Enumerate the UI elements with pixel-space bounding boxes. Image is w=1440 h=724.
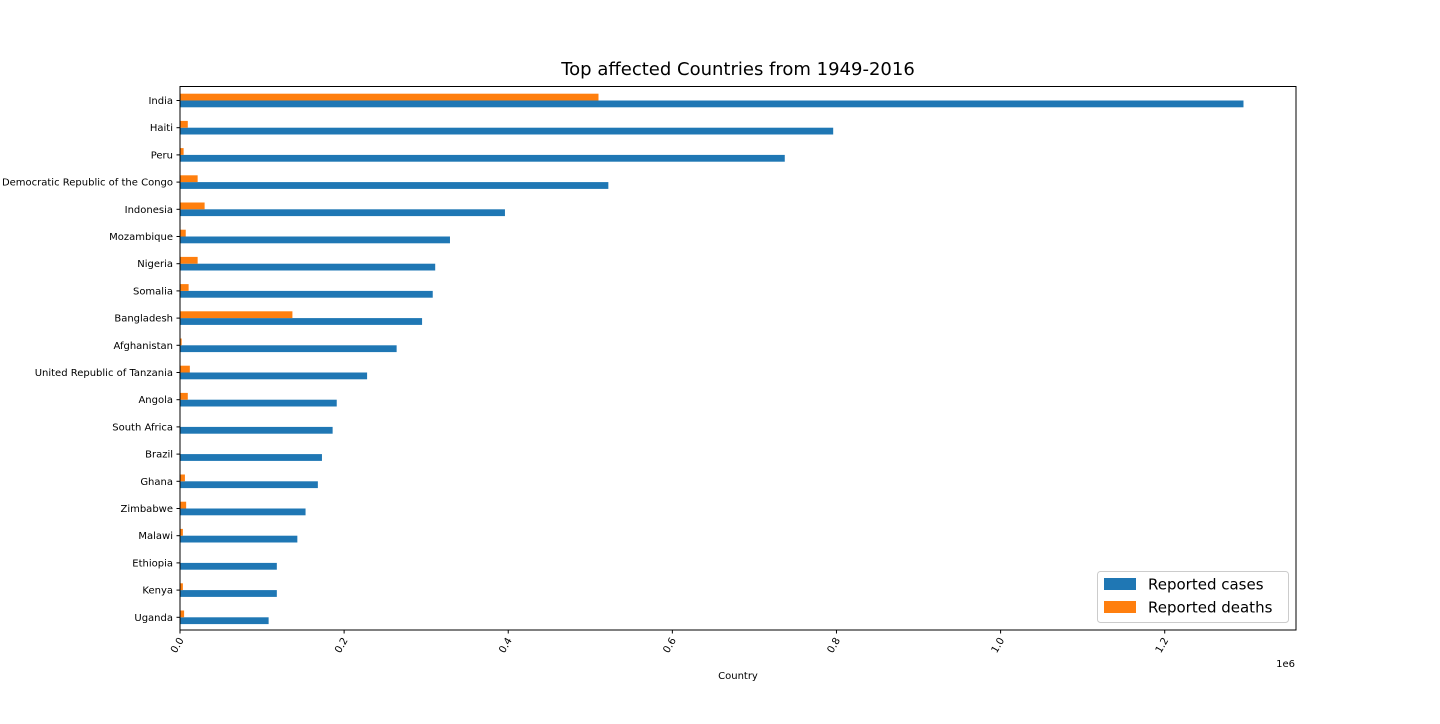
bar-reported-cases [180, 509, 306, 516]
bar-reported-cases [180, 264, 435, 271]
legend-swatch [1104, 578, 1136, 590]
x-tick-label: 0.8 [826, 636, 843, 655]
y-tick-label: United Republic of Tanzania [35, 368, 173, 379]
y-tick-label: Ethiopia [132, 558, 173, 569]
bar-reported-deaths [180, 175, 198, 182]
y-tick-label: Mozambique [109, 232, 173, 243]
y-tick-label: Ghana [140, 477, 173, 488]
bar-reported-cases [180, 237, 450, 244]
x-tick-label: 1.0 [990, 636, 1007, 655]
bar-reported-deaths [180, 475, 185, 482]
bar-reported-cases [180, 617, 269, 624]
y-tick-label: Bangladesh [114, 314, 173, 325]
x-tick-label: 1.2 [1154, 636, 1171, 655]
bar-reported-cases [180, 318, 422, 325]
bar-reported-deaths [180, 121, 188, 128]
bar-reported-cases [180, 101, 1243, 108]
x-tick-label: 0.0 [169, 636, 186, 655]
bar-reported-deaths [180, 311, 292, 318]
y-tick-label: Zimbabwe [120, 504, 173, 515]
y-tick-label: Brazil [145, 450, 173, 461]
bar-reported-cases [180, 182, 608, 189]
bar-reported-cases [180, 454, 322, 461]
legend-label: Reported cases [1148, 576, 1264, 594]
chart-title: Top affected Countries from 1949-2016 [560, 59, 915, 80]
y-tick-label: Democratic Republic of the Congo [2, 178, 173, 189]
y-axis: India Haiti Peru Democratic Republic of the… [2, 96, 180, 624]
plot-frame [180, 87, 1296, 631]
y-tick-label: Angola [138, 395, 173, 406]
bar-reported-deaths [180, 203, 205, 210]
bar-reported-cases [180, 563, 277, 570]
bar-reported-cases [180, 373, 367, 380]
legend-swatch [1104, 601, 1136, 613]
bar-reported-cases [180, 209, 505, 216]
bar-reported-cases [180, 345, 397, 352]
bar-reported-deaths [180, 366, 190, 373]
bar-reported-deaths [180, 148, 184, 155]
x-tick-label: 0.6 [661, 636, 678, 655]
y-tick-label: South Africa [112, 422, 173, 433]
x-axis: 0.0 0.2 0.4 0.6 0.8 1.0 1.2 [169, 630, 1171, 655]
bar-reported-deaths [180, 284, 189, 291]
y-tick-label: Nigeria [137, 259, 173, 270]
y-tick-label: India [148, 96, 173, 107]
bar-reported-cases [180, 590, 277, 597]
bar-reported-cases [180, 481, 318, 488]
bar-reported-cases [180, 155, 785, 162]
bar-reported-deaths [180, 94, 599, 101]
y-tick-label: Uganda [134, 613, 173, 624]
x-axis-scale-label: 1e6 [1276, 659, 1295, 670]
bar-reported-cases [180, 427, 333, 434]
x-tick-label: 0.4 [497, 636, 514, 655]
bar-reported-deaths [180, 257, 198, 264]
legend-label: Reported deaths [1148, 599, 1273, 617]
bar-reported-deaths [180, 230, 186, 237]
bar-reported-cases [180, 291, 433, 298]
legend: Reported cases Reported deaths [1098, 572, 1289, 623]
bar-reported-deaths [180, 611, 184, 618]
bar-reported-cases [180, 400, 337, 407]
y-tick-label: Haiti [150, 123, 173, 134]
bar-reported-cases [180, 128, 833, 135]
bar-reported-cases [180, 536, 297, 543]
bar-reported-deaths [180, 393, 188, 400]
bars-layer [180, 94, 1243, 624]
y-tick-label: Kenya [142, 586, 173, 597]
x-tick-label: 0.2 [333, 636, 350, 655]
y-tick-label: Afghanistan [113, 341, 173, 352]
bar-reported-deaths [180, 502, 186, 509]
y-tick-label: Indonesia [125, 205, 173, 216]
x-axis-title: Country [718, 671, 758, 682]
y-tick-label: Somalia [133, 286, 173, 297]
y-tick-label: Peru [151, 150, 173, 161]
y-tick-label: Malawi [138, 531, 173, 542]
